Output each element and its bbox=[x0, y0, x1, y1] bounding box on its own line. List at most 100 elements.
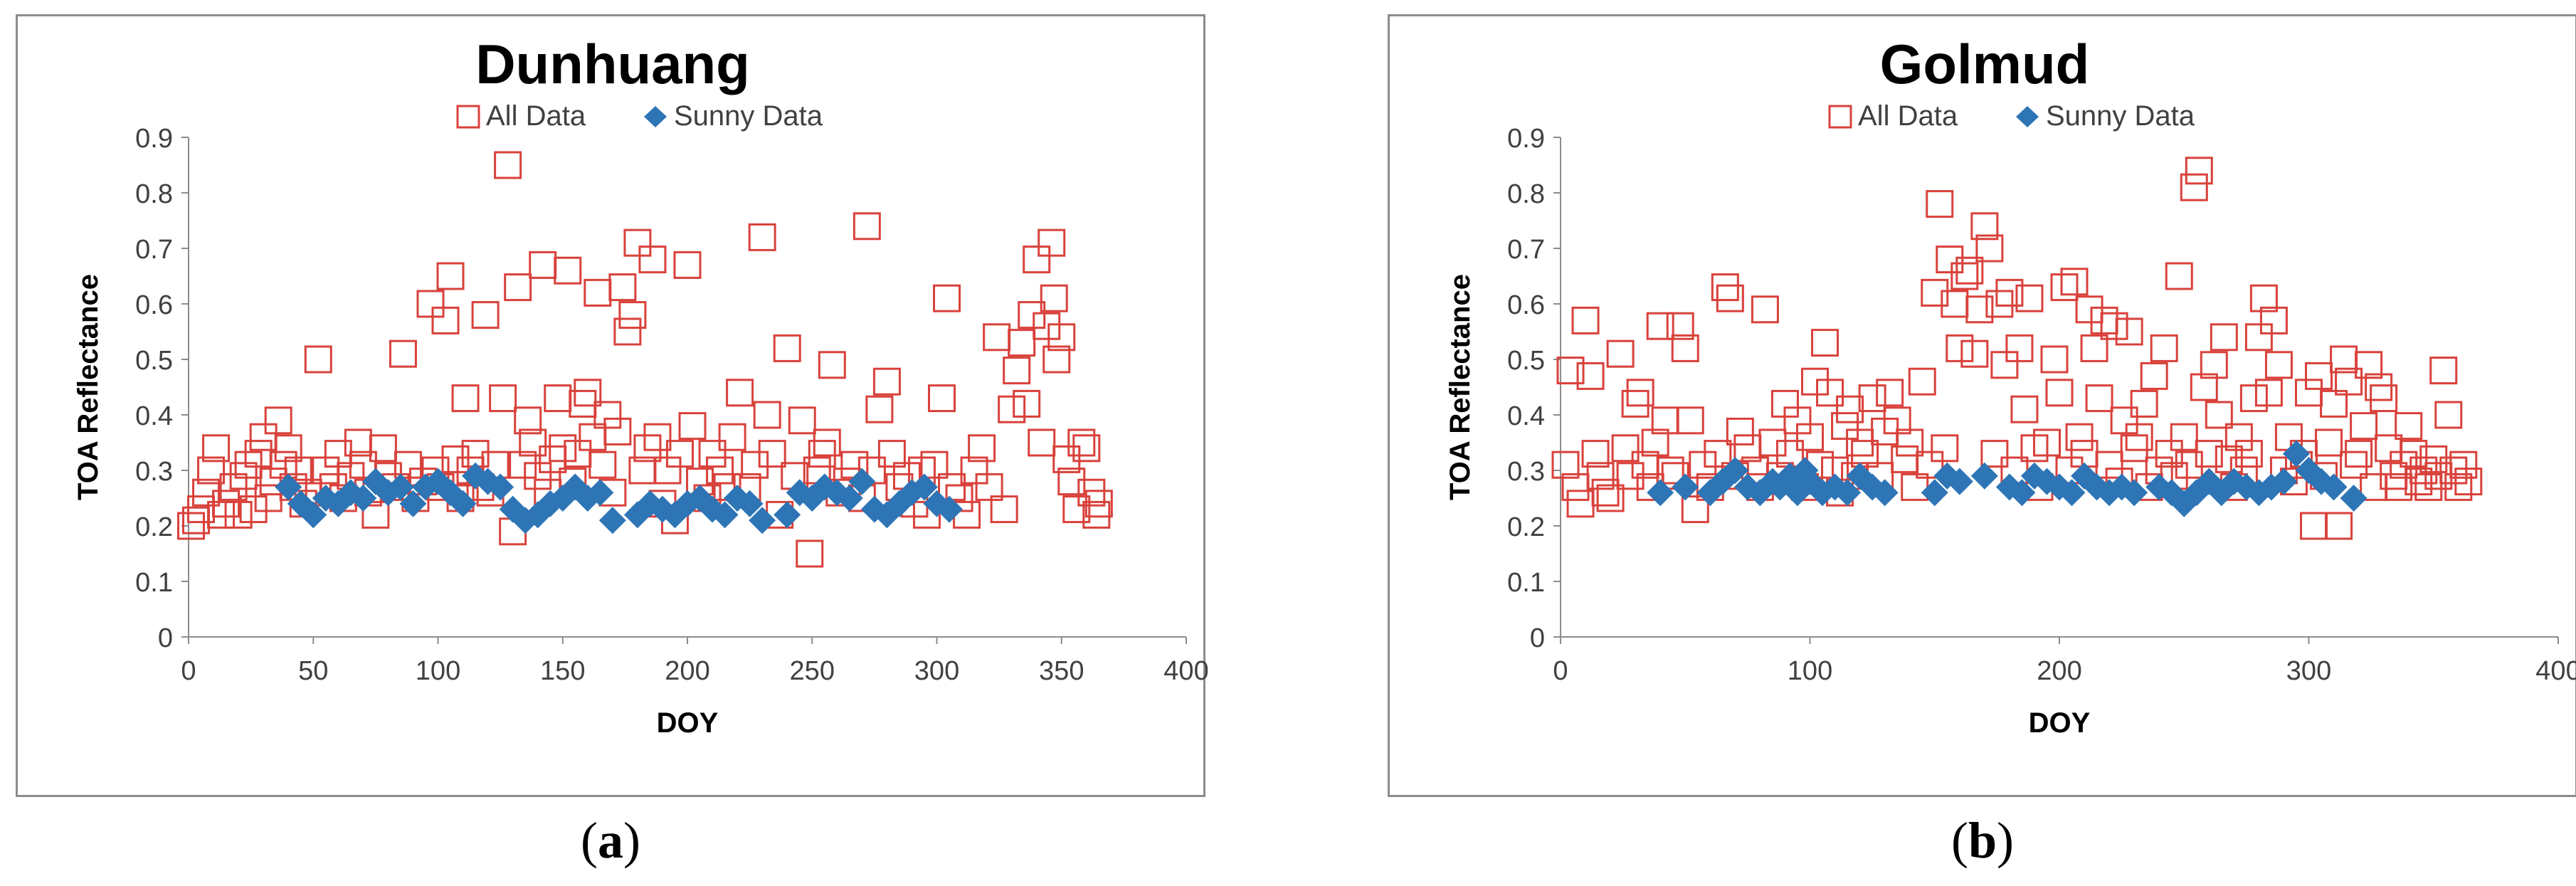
point-all-data bbox=[1038, 228, 1066, 257]
point-all-data bbox=[741, 450, 769, 479]
point-all-data bbox=[1816, 379, 1844, 407]
point-all-data bbox=[187, 495, 216, 524]
point-all-data bbox=[2045, 379, 2074, 407]
point-sunny-data bbox=[449, 490, 477, 517]
point-all-data bbox=[678, 412, 707, 441]
point-all-data bbox=[2195, 440, 2223, 468]
point-sunny-data bbox=[1696, 479, 1724, 507]
point-all-data bbox=[529, 250, 557, 279]
point-all-data bbox=[177, 512, 206, 540]
point-all-data bbox=[1606, 339, 1635, 368]
point-all-data bbox=[1028, 428, 1056, 457]
point-sunny-data bbox=[774, 501, 801, 529]
point-all-data bbox=[284, 456, 312, 485]
point-all-data bbox=[1003, 357, 1031, 385]
y-tick-label: 0.4 bbox=[135, 401, 173, 431]
point-sunny-data bbox=[1821, 473, 1849, 501]
point-all-data bbox=[2419, 445, 2448, 473]
point-all-data bbox=[574, 379, 602, 407]
point-all-data bbox=[2110, 406, 2138, 435]
point-all-data bbox=[1751, 295, 1779, 324]
point-all-data bbox=[2010, 395, 2039, 423]
point-sunny-data bbox=[1846, 462, 1874, 490]
point-all-data bbox=[975, 473, 1003, 501]
point-all-data bbox=[224, 500, 253, 529]
point-all-data bbox=[1556, 357, 1585, 385]
chart-dunhuang: Dunhuang All Data Sunny Data 0 0.1 0.2 0.3 0.4 0… bbox=[73, 33, 1208, 739]
point-all-data bbox=[1616, 462, 1645, 490]
point-all-data bbox=[1946, 334, 1974, 362]
point-all-data bbox=[1704, 440, 1732, 468]
point-sunny-data bbox=[1647, 479, 1674, 507]
point-all-data bbox=[239, 495, 268, 524]
y-tick-label: 0.6 bbox=[135, 290, 173, 320]
point-sunny-data bbox=[487, 473, 514, 501]
point-all-data bbox=[504, 273, 532, 302]
point-all-data bbox=[1936, 246, 1964, 274]
point-sunny-data bbox=[1871, 479, 1899, 507]
point-all-data bbox=[673, 250, 702, 279]
point-all-data bbox=[369, 434, 397, 463]
point-all-data bbox=[2390, 450, 2418, 479]
point-all-data bbox=[451, 384, 480, 413]
point-all-data bbox=[998, 395, 1026, 423]
point-all-data bbox=[2444, 473, 2473, 501]
y-tick-label: 0.4 bbox=[1507, 401, 1545, 431]
point-all-data bbox=[192, 478, 221, 507]
y-tick-label: 0.3 bbox=[1507, 457, 1545, 487]
point-all-data bbox=[2085, 384, 2113, 413]
point-all-data bbox=[207, 500, 236, 529]
point-all-data bbox=[2100, 312, 2128, 340]
point-all-data bbox=[2080, 334, 2108, 362]
point-all-data bbox=[1641, 428, 1669, 457]
point-all-data bbox=[1975, 234, 2004, 263]
point-all-data bbox=[1846, 428, 1874, 457]
point-all-data bbox=[2424, 462, 2453, 490]
point-all-data bbox=[818, 351, 846, 379]
point-all-data bbox=[1758, 428, 1787, 457]
point-all-data bbox=[2454, 468, 2483, 496]
legend-marker-all-data bbox=[456, 105, 480, 129]
point-all-data bbox=[623, 228, 652, 257]
point-all-data bbox=[2210, 323, 2238, 352]
point-all-data bbox=[748, 223, 776, 251]
point-all-data bbox=[706, 456, 734, 485]
point-sunny-data bbox=[1721, 457, 1749, 484]
point-sunny-data bbox=[586, 479, 614, 507]
point-all-data bbox=[2320, 389, 2348, 418]
point-all-data bbox=[718, 423, 746, 451]
point-all-data bbox=[1921, 278, 1949, 307]
point-all-data bbox=[436, 262, 465, 290]
point-all-data bbox=[852, 212, 881, 241]
point-all-data bbox=[2345, 440, 2373, 468]
point-all-data bbox=[416, 290, 445, 318]
point-all-data bbox=[202, 434, 231, 463]
point-all-data bbox=[2239, 384, 2268, 413]
point-all-data bbox=[1891, 445, 1919, 473]
point-all-data bbox=[1931, 434, 1959, 463]
point-all-data bbox=[788, 406, 816, 435]
legend-label-sunny-data: Sunny Data bbox=[2046, 100, 2195, 132]
point-all-data bbox=[1072, 434, 1101, 463]
point-all-data bbox=[1040, 284, 1068, 312]
point-all-data bbox=[2234, 440, 2263, 468]
point-all-data bbox=[549, 434, 577, 463]
point-all-data bbox=[2215, 445, 2243, 473]
golmud-title: Golmud bbox=[1880, 33, 2090, 95]
point-all-data bbox=[1796, 423, 1824, 451]
point-all-data bbox=[1689, 450, 1717, 479]
point-all-data bbox=[2249, 284, 2278, 312]
point-all-data bbox=[588, 450, 617, 479]
point-sunny-data bbox=[1946, 468, 1973, 495]
point-all-data bbox=[808, 440, 836, 468]
point-all-data bbox=[361, 500, 390, 529]
point-all-data bbox=[2155, 440, 2183, 468]
point-sunny-data bbox=[386, 473, 414, 501]
point-all-data bbox=[2165, 262, 2193, 290]
point-all-data bbox=[1951, 262, 1979, 290]
point-sunny-data bbox=[2282, 440, 2310, 468]
point-all-data bbox=[758, 440, 786, 468]
point-all-data bbox=[665, 440, 694, 468]
point-all-data bbox=[2439, 456, 2468, 485]
legend-marker-all-data bbox=[1828, 105, 1852, 129]
